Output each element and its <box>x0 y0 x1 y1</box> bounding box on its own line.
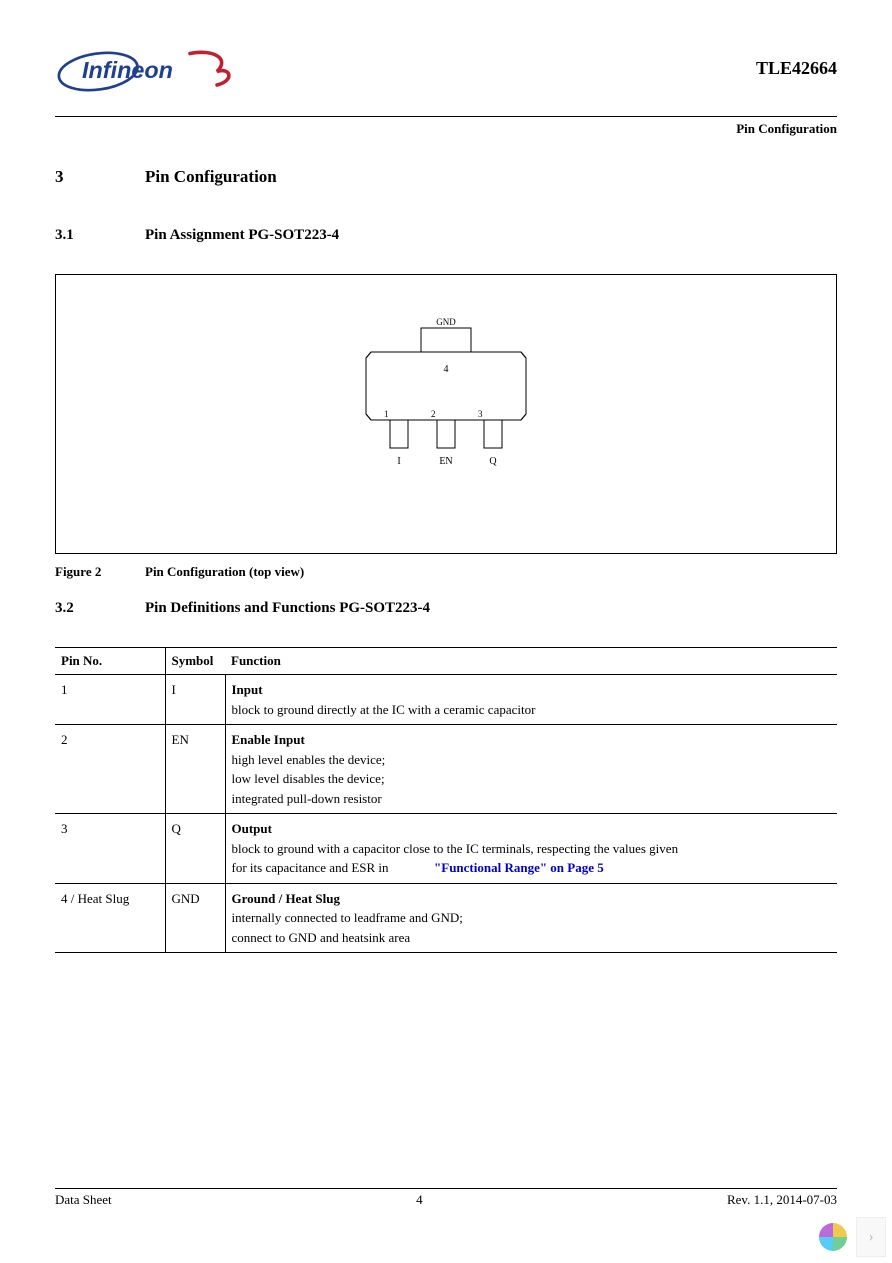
table-row: 3 Q Output block to ground with a capaci… <box>55 814 837 884</box>
table-header-row: Pin No. Symbol Function <box>55 648 837 675</box>
func-line: high level enables the device; <box>232 752 386 767</box>
section-3-1-heading: 3.1 Pin Assignment PG-SOT223-4 <box>55 227 837 244</box>
table-row: 1 I Input block to ground directly at th… <box>55 675 837 725</box>
section-number: 3.1 <box>55 227 145 244</box>
pin-num-3: 3 <box>478 409 483 419</box>
svg-text:Infineon: Infineon <box>82 57 173 83</box>
func-title: Enable Input <box>232 732 305 747</box>
cell-symbol: GND <box>165 883 225 953</box>
figure-caption: Figure 2 Pin Configuration (top view) <box>55 564 837 580</box>
func-line: block to ground directly at the IC with … <box>232 702 536 717</box>
header-rule <box>55 116 837 117</box>
pin-label-en: EN <box>439 456 452 467</box>
cell-function: Input block to ground directly at the IC… <box>225 675 837 725</box>
cell-function: Output block to ground with a capacitor … <box>225 814 837 884</box>
table-row: 2 EN Enable Input high level enables the… <box>55 725 837 814</box>
section-title: Pin Assignment PG-SOT223-4 <box>145 227 339 244</box>
page-header: Infineon TLE42664 <box>55 40 837 116</box>
section-3-heading: 3 Pin Configuration <box>55 167 837 187</box>
section-number: 3 <box>55 167 145 187</box>
pin-label-q: Q <box>489 456 497 467</box>
pin-num-2: 2 <box>431 409 436 419</box>
cell-pin: 1 <box>55 675 165 725</box>
footer-right: Rev. 1.1, 2014-07-03 <box>727 1192 837 1208</box>
page-footer: Data Sheet 4 Rev. 1.1, 2014-07-03 <box>55 1188 837 1208</box>
func-line: internally connected to leadframe and GN… <box>232 910 463 925</box>
pin-num-1: 1 <box>384 409 389 419</box>
viewer-logo-icon <box>816 1220 850 1254</box>
pin-label-i: I <box>397 456 400 467</box>
footer-page-number: 4 <box>416 1192 423 1208</box>
breadcrumb: Pin Configuration <box>55 121 837 137</box>
section-number: 3.2 <box>55 600 145 617</box>
body-pin-4: 4 <box>444 364 449 375</box>
pin-definitions-table: Pin No. Symbol Function 1 I Input block … <box>55 647 837 953</box>
th-symbol: Symbol <box>165 648 225 675</box>
functional-range-link[interactable]: "Functional Range" on Page 5 <box>434 860 604 875</box>
section-3-2-heading: 3.2 Pin Definitions and Functions PG-SOT… <box>55 600 837 617</box>
cell-symbol: EN <box>165 725 225 814</box>
figure-title: Pin Configuration (top view) <box>145 564 304 580</box>
func-title: Ground / Heat Slug <box>232 891 340 906</box>
cell-function: Ground / Heat Slug internally connected … <box>225 883 837 953</box>
func-line: for its capacitance and ESR in <box>232 860 389 875</box>
th-function: Function <box>225 648 837 675</box>
func-line: connect to GND and heatsink area <box>232 930 411 945</box>
func-line: integrated pull-down resistor <box>232 791 382 806</box>
viewer-controls: › <box>816 1217 886 1257</box>
cell-symbol: I <box>165 675 225 725</box>
cell-function: Enable Input high level enables the devi… <box>225 725 837 814</box>
cell-pin: 2 <box>55 725 165 814</box>
figure-label: Figure 2 <box>55 564 145 580</box>
footer-left: Data Sheet <box>55 1192 112 1208</box>
part-number: TLE42664 <box>756 58 837 79</box>
table-row: 4 / Heat Slug GND Ground / Heat Slug int… <box>55 883 837 953</box>
gnd-label: GND <box>436 317 456 327</box>
section-title: Pin Configuration <box>145 167 277 187</box>
func-title: Input <box>232 682 263 697</box>
figure-pin-diagram: GND 4 1 2 3 I EN Q <box>55 274 837 554</box>
next-page-button[interactable]: › <box>856 1217 886 1257</box>
func-line: block to ground with a capacitor close t… <box>232 841 679 856</box>
company-logo: Infineon <box>55 40 235 108</box>
cell-pin: 3 <box>55 814 165 884</box>
cell-symbol: Q <box>165 814 225 884</box>
th-pin: Pin No. <box>55 648 165 675</box>
section-title: Pin Definitions and Functions PG-SOT223-… <box>145 600 430 617</box>
func-line: low level disables the device; <box>232 771 385 786</box>
cell-pin: 4 / Heat Slug <box>55 883 165 953</box>
func-title: Output <box>232 821 272 836</box>
